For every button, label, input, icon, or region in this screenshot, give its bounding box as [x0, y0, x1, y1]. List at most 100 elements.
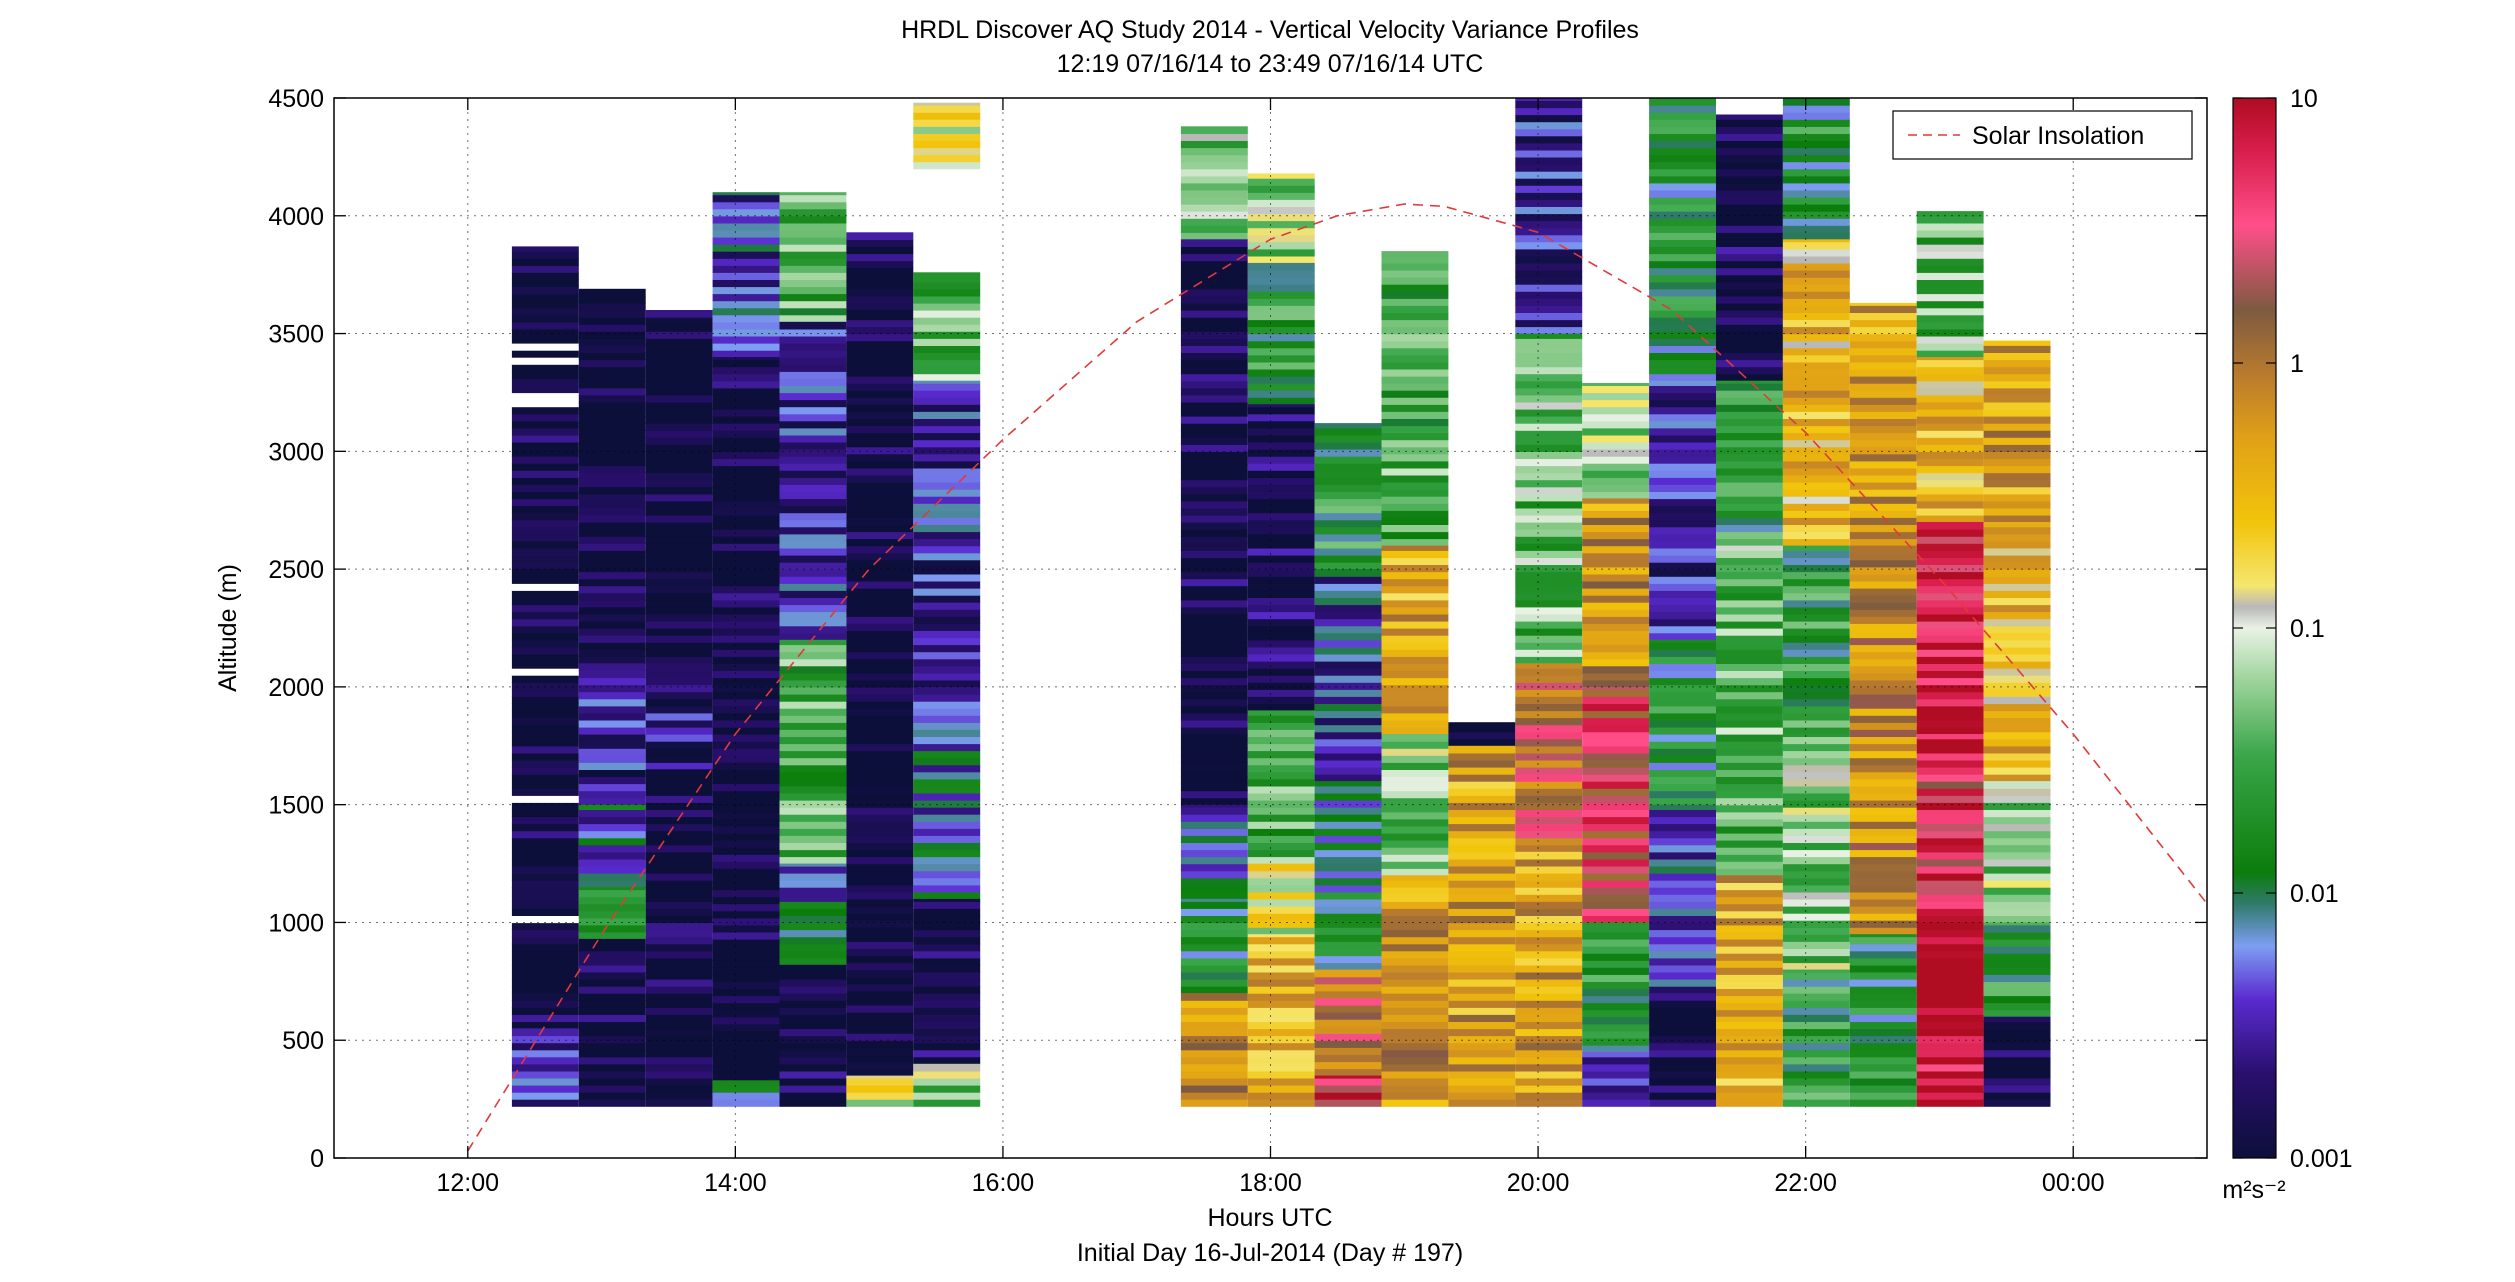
profile-cell: [645, 458, 713, 467]
profile-cell: [1180, 1042, 1248, 1051]
profile-cell: [1782, 98, 1850, 106]
profile-cell: [846, 715, 914, 723]
profile-cell: [1515, 656, 1583, 664]
profile-cell: [1649, 698, 1716, 707]
profile-cell: [511, 710, 579, 719]
profile-cell: [913, 715, 981, 723]
profile-cell: [1448, 865, 1516, 874]
profile-cell: [1448, 993, 1516, 1001]
profile-cell: [846, 368, 914, 377]
profile-cell: [1381, 291, 1449, 299]
profile-cell: [1582, 413, 1650, 422]
profile-cell: [1983, 1028, 2051, 1037]
profile-cell: [1314, 470, 1382, 478]
profile-cell: [578, 437, 646, 445]
profile-cell: [1180, 698, 1248, 707]
profile-cell: [1582, 995, 1650, 1004]
profile-cell: [1916, 620, 1984, 629]
profile-cell: [913, 658, 981, 667]
profile-cell: [846, 453, 914, 462]
profile-cell: [779, 611, 847, 620]
profile-cell: [511, 943, 579, 952]
profile-cell: [1983, 1056, 2051, 1065]
profile-cell: [1582, 524, 1650, 533]
profile-cell: [779, 873, 847, 881]
profile-cell: [913, 352, 981, 361]
profile-cell: [578, 585, 646, 594]
profile-cell: [1448, 1063, 1516, 1072]
profile-cell: [1782, 1007, 1850, 1015]
profile-cell: [1649, 512, 1716, 521]
profile-cell: [1180, 783, 1248, 792]
profile-cell: [1649, 986, 1716, 994]
profile-cell: [913, 272, 981, 276]
profile-cell: [1314, 1033, 1382, 1041]
profile-cell: [1916, 1035, 1984, 1044]
profile-cell: [913, 545, 981, 554]
profile-cell: [1582, 908, 1650, 916]
profile-cell: [1247, 906, 1315, 914]
profile-cell: [1782, 418, 1850, 427]
profile-cell: [779, 371, 847, 379]
profile-cell: [1515, 121, 1583, 130]
profile-cell: [1247, 1070, 1315, 1079]
profile-cell: [913, 510, 981, 518]
profile-cell: [712, 279, 780, 288]
profile-cell: [1983, 752, 2051, 761]
profile-cell: [779, 986, 847, 994]
profile-cell: [1247, 877, 1315, 886]
profile-cell: [1515, 689, 1583, 697]
profile-cell: [511, 279, 579, 288]
profile-cell: [578, 380, 646, 389]
profile-cell: [1247, 441, 1315, 450]
profile-cell: [1180, 1049, 1248, 1058]
profile-cell: [1314, 934, 1382, 942]
profile-cell: [913, 397, 981, 405]
profile-cell: [1582, 545, 1650, 554]
profile-cell: [779, 328, 847, 337]
profile-cell: [1247, 920, 1315, 928]
profile-cell: [913, 609, 981, 617]
profile-cell: [1515, 788, 1583, 796]
profile-cell: [1180, 204, 1248, 212]
profile-cell: [712, 663, 780, 671]
profile-cell: [779, 618, 847, 627]
profile-cell: [1515, 319, 1583, 328]
profile-cell: [779, 708, 847, 716]
profile-cell: [1515, 359, 1583, 368]
profile-cell: [1448, 722, 1516, 726]
profile-cell: [1247, 555, 1315, 563]
profile-cell: [578, 387, 646, 396]
profile-cell: [511, 456, 579, 464]
profile-cell: [712, 251, 780, 259]
profile-cell: [1314, 891, 1382, 900]
profile-cell: [1649, 204, 1716, 212]
profile-cell: [645, 324, 713, 332]
profile-cell: [712, 237, 780, 245]
profile-cell: [1448, 788, 1516, 796]
profile-cell: [1716, 119, 1783, 127]
profile-cell: [1515, 724, 1583, 733]
profile-cell: [1381, 922, 1449, 931]
profile-cell: [1649, 887, 1716, 895]
profile-cell: [846, 941, 914, 949]
profile-cell: [1247, 319, 1315, 328]
profile-cell: [645, 592, 713, 601]
profile-cell: [1314, 632, 1382, 641]
profile-cell: [712, 882, 780, 891]
profile-cell: [779, 979, 847, 987]
profile-cell: [1849, 764, 1917, 773]
profile-cell: [779, 694, 847, 702]
profile-cell: [1782, 383, 1850, 391]
profile-cell: [578, 1035, 646, 1044]
profile-cell: [578, 1028, 646, 1037]
profile-cell: [1849, 870, 1917, 879]
profile-cell: [1314, 491, 1382, 500]
profile-cell: [1515, 816, 1583, 825]
profile-cell: [1916, 423, 1984, 431]
profile-cell: [1916, 380, 1984, 389]
profile-cell: [1983, 430, 2051, 438]
profile-cell: [779, 314, 847, 323]
profile-cell: [1247, 778, 1315, 787]
profile-cell: [645, 522, 713, 530]
